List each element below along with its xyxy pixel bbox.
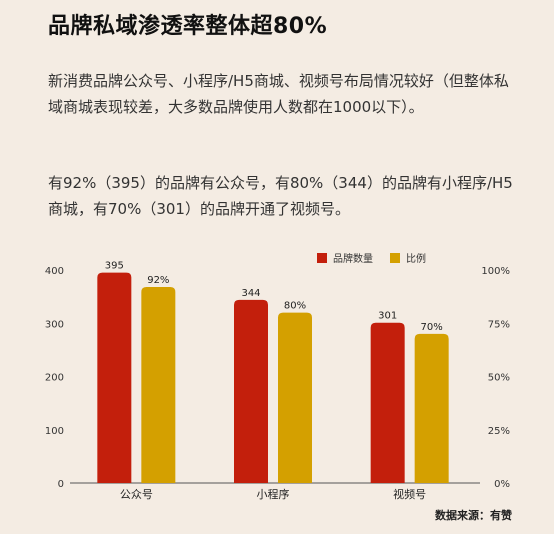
- y-right-tick-label: 100%: [481, 266, 510, 277]
- x-tick-label: 公众号: [120, 488, 153, 501]
- bar-ratio: [278, 312, 312, 483]
- x-tick-label: 小程序: [257, 487, 290, 501]
- bar-count: [234, 299, 268, 483]
- bar-count: [97, 272, 132, 483]
- bar-ratio: [141, 287, 176, 483]
- source-note: 数据来源：有赞: [435, 509, 512, 522]
- legend-swatch-ratio: [390, 253, 400, 263]
- y-left-tick-label: 100: [45, 426, 64, 437]
- y-left-tick-label: 300: [45, 319, 64, 330]
- y-left-tick-label: 400: [45, 266, 64, 277]
- legend-label-count: 品牌数量: [333, 252, 373, 265]
- bar-value-label: 80%: [284, 301, 306, 312]
- y-right-tick-label: 50%: [488, 373, 510, 384]
- bar-value-label: 301: [378, 311, 397, 322]
- y-right-tick-label: 25%: [488, 426, 510, 437]
- y-right-tick-label: 75%: [488, 319, 510, 330]
- legend-label-ratio: 比例: [406, 252, 426, 265]
- bar-count: [370, 322, 405, 483]
- x-tick-label: 视频号: [393, 487, 426, 501]
- y-left-tick-label: 200: [45, 373, 64, 384]
- bar-value-label: 395: [105, 261, 124, 272]
- y-right-tick-label: 0%: [494, 479, 510, 490]
- bar-chart: 品牌数量 比例 0 100 200 300 400 0% 25% 50% 75% 100% 公众号 小…: [45, 252, 510, 501]
- y-left-tick-label: 0: [58, 479, 64, 490]
- intro-paragraph: 新消费品牌公众号、小程序/H5商城、视频号布局情况较好（但整体私域商城表现较差，…: [48, 72, 509, 116]
- bar-value-label: 92%: [147, 275, 169, 286]
- stats-paragraph: 有92%（395）的品牌有公众号，有80%（344）的品牌有小程序/H5商城，有…: [48, 174, 513, 218]
- page-title: 品牌私域渗透率整体超80%: [48, 14, 328, 39]
- bar-value-label: 344: [241, 288, 260, 299]
- legend-swatch-count: [317, 253, 327, 263]
- bar-value-label: 70%: [421, 322, 443, 333]
- bar-ratio: [414, 333, 449, 483]
- chart-legend: 品牌数量 比例: [317, 252, 426, 265]
